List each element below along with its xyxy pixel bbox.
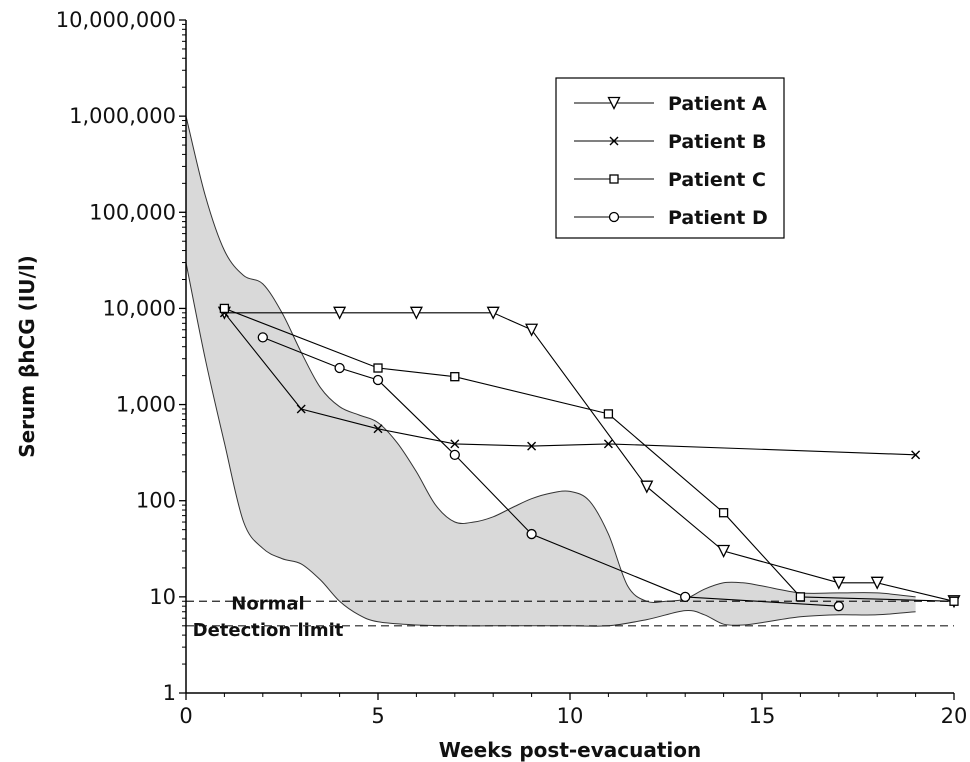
legend-marker xyxy=(607,96,621,110)
data-point xyxy=(373,424,383,434)
marker-stroke xyxy=(450,439,460,449)
reference-range-band xyxy=(186,116,916,627)
data-point xyxy=(832,576,846,590)
legend-marker xyxy=(609,174,619,184)
marker-stroke xyxy=(373,424,383,434)
data-point xyxy=(640,480,654,494)
data-point xyxy=(949,596,959,606)
data-point xyxy=(833,601,844,612)
y-tick-label: 10 xyxy=(149,585,176,609)
x-tick-label: 10 xyxy=(557,704,584,728)
legend-label: Patient B xyxy=(668,131,766,153)
legend-label: Patient A xyxy=(668,93,767,115)
marker-stroke xyxy=(911,450,921,460)
band-upper-edge xyxy=(185,115,916,603)
data-point xyxy=(603,409,614,419)
legend-item: Patient A xyxy=(574,93,767,115)
x-axis-title: Weeks post-evacuation xyxy=(439,738,702,762)
data-point xyxy=(911,450,921,460)
legend-item: Patient D xyxy=(574,207,768,229)
legend-box xyxy=(555,77,785,239)
data-point xyxy=(603,439,613,449)
legend-marker xyxy=(608,211,620,223)
legend-item: Patient B xyxy=(574,131,766,153)
marker-stroke xyxy=(609,136,619,146)
data-point xyxy=(795,592,806,602)
marker-stroke xyxy=(603,439,613,449)
x-tick-label: 20 xyxy=(941,704,968,728)
data-point xyxy=(450,439,460,449)
y-tick-label: 100,000 xyxy=(89,200,176,224)
y-tick-label: 10,000,000 xyxy=(56,8,176,32)
data-point xyxy=(372,374,384,386)
y-tick-label: 100 xyxy=(136,489,176,513)
reference-lines-layer: Normal Detection limit xyxy=(186,593,954,641)
marker-stroke xyxy=(527,441,537,451)
data-point xyxy=(219,303,230,314)
axes-layer: 1101001,00010,000100,0001,000,00010,000,… xyxy=(56,8,968,728)
data-point xyxy=(486,306,500,320)
band-lower-edge xyxy=(185,262,916,627)
data-point xyxy=(373,363,383,373)
data-point xyxy=(409,306,423,320)
series-line xyxy=(224,312,955,602)
data-point xyxy=(525,323,539,337)
data-point xyxy=(296,404,306,414)
data-point xyxy=(527,441,537,451)
reference-line-label: Detection limit xyxy=(193,620,344,641)
data-point xyxy=(334,362,345,374)
legend-marker xyxy=(609,136,619,146)
x-tick-label: 0 xyxy=(179,704,192,728)
data-point xyxy=(526,528,537,540)
legend-label: Patient C xyxy=(668,169,766,191)
y-tick-label: 10,000 xyxy=(103,296,176,320)
data-point xyxy=(449,449,460,460)
y-tick-label: 1,000,000 xyxy=(69,104,176,128)
y-axis-title: Serum βhCG (IU/l) xyxy=(15,255,39,458)
y-tick-label: 1 xyxy=(163,681,176,705)
data-point xyxy=(718,508,729,518)
series-layer xyxy=(217,303,961,612)
data-point xyxy=(450,372,460,382)
legend: Patient A Patient B Patient C Patient D xyxy=(555,77,785,239)
data-point xyxy=(333,306,347,320)
y-tick-label: 1,000 xyxy=(116,393,176,417)
reference-range-band-layer xyxy=(185,115,916,627)
data-point xyxy=(257,332,268,343)
series-patient-b xyxy=(219,308,921,460)
x-tick-label: 15 xyxy=(749,704,776,728)
series-patient-c xyxy=(219,303,959,606)
data-point xyxy=(870,576,884,590)
data-point xyxy=(717,544,731,558)
reference-line-label: Normal xyxy=(231,593,304,614)
x-tick-label: 5 xyxy=(371,704,384,728)
legend-label: Patient D xyxy=(668,207,768,229)
data-point xyxy=(680,591,691,603)
series-patient-d xyxy=(257,332,844,612)
marker-stroke xyxy=(296,404,306,414)
legend-item: Patient C xyxy=(574,169,766,191)
